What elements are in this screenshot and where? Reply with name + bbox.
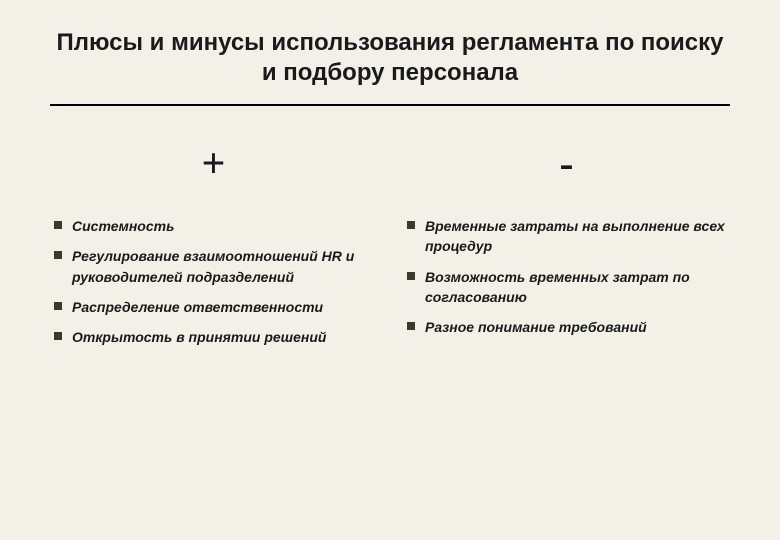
slide-title: Плюсы и минусы использования регламента … (50, 28, 730, 88)
list-item: Регулирование взаимоотношений HR и руков… (50, 246, 377, 287)
list-item: Системность (50, 216, 377, 236)
minus-list: Временные затраты на выполнение всех про… (403, 216, 730, 337)
list-item: Возможность временных затрат по согласов… (403, 267, 730, 308)
divider (50, 104, 730, 106)
minus-header: - (403, 140, 730, 188)
plus-header: + (50, 140, 377, 188)
columns: + Системность Регулирование взаимоотноше… (50, 140, 730, 357)
list-item: Временные затраты на выполнение всех про… (403, 216, 730, 257)
list-item: Разное понимание требований (403, 317, 730, 337)
list-item: Распределение ответственности (50, 297, 377, 317)
plus-column: + Системность Регулирование взаимоотноше… (50, 140, 377, 357)
list-item: Открытость в принятии решений (50, 327, 377, 347)
plus-list: Системность Регулирование взаимоотношени… (50, 216, 377, 347)
minus-column: - Временные затраты на выполнение всех п… (403, 140, 730, 357)
